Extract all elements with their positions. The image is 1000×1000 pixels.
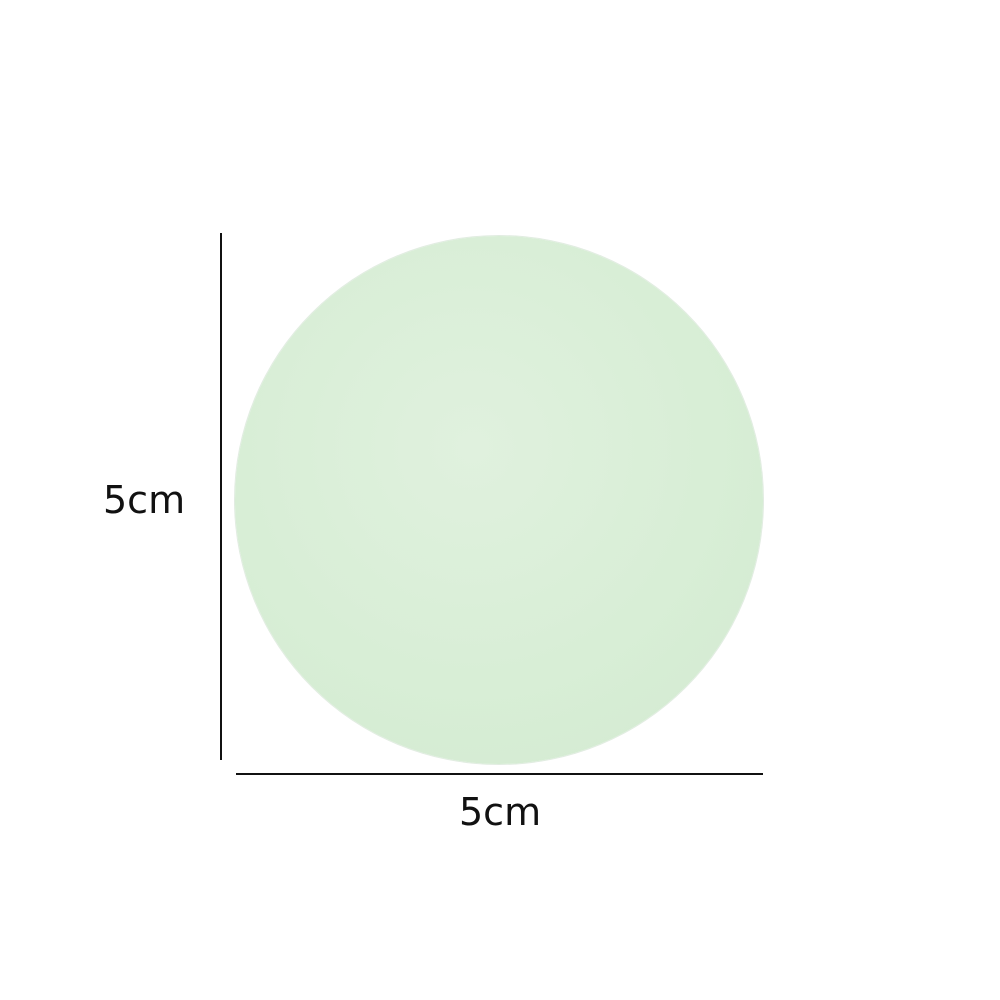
height-label: 5cm [103, 478, 186, 522]
green-disc [235, 236, 763, 764]
width-label: 5cm [459, 790, 542, 834]
width-dimension-line [236, 773, 763, 775]
height-dimension-line [220, 233, 222, 760]
